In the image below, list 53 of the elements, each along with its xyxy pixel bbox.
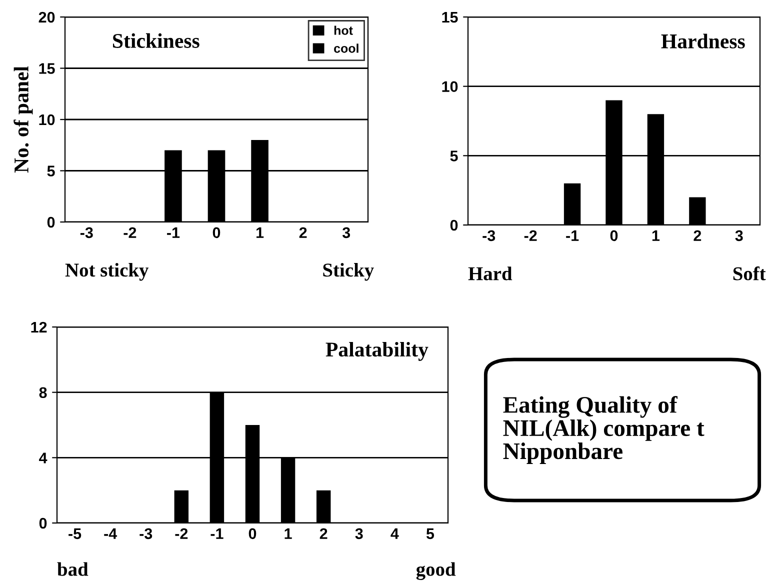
x-tick-label: -3 xyxy=(140,528,152,540)
x-tick-label: -2 xyxy=(124,227,136,238)
x-tick-label: 2 xyxy=(299,227,307,238)
text: Hardness xyxy=(661,34,745,48)
text: good xyxy=(416,562,456,580)
text: bad xyxy=(57,562,88,576)
text: Palatability xyxy=(326,342,428,361)
x-tick-label: 3 xyxy=(735,230,743,242)
x-tick-label: 0 xyxy=(610,230,618,242)
x-tick-label: -1 xyxy=(167,227,180,238)
y-tick-label: 20 xyxy=(38,12,55,23)
x-tick-label: 1 xyxy=(256,227,264,238)
x-tick-label: 2 xyxy=(694,230,702,241)
x-tick-label: 4 xyxy=(390,528,399,539)
text: Not sticky xyxy=(65,263,149,281)
x-tick-label: 5 xyxy=(426,528,434,540)
text: NIL(Alk) compare t xyxy=(503,420,704,441)
x-tick-label: -5 xyxy=(68,528,82,540)
y-tick-label: 0 xyxy=(47,216,55,228)
x-tick-label: 0 xyxy=(248,528,256,540)
legend-label: hot xyxy=(334,26,353,35)
x-tick-label: 0 xyxy=(212,227,220,238)
x-tick-label: -1 xyxy=(210,528,224,539)
x-tick-label: 3 xyxy=(355,528,363,540)
text: Nipponbare xyxy=(503,442,622,464)
x-tick-label: -3 xyxy=(482,230,496,242)
x-tick-label: -4 xyxy=(104,528,118,539)
text: Soft xyxy=(733,266,766,280)
x-tick-label: -1 xyxy=(566,230,579,241)
y-tick-label: 4 xyxy=(39,452,48,464)
x-tick-label: 1 xyxy=(284,528,292,539)
y-tick-label: 10 xyxy=(442,81,458,92)
y-axis-title: No. of panel xyxy=(14,66,33,173)
text: Hard xyxy=(468,266,512,280)
x-tick-label: -2 xyxy=(175,528,188,539)
text: Eating Quality of xyxy=(503,396,678,418)
y-tick-label: 12 xyxy=(31,322,47,333)
text: Sticky xyxy=(323,263,374,281)
x-tick-label: -3 xyxy=(80,227,93,238)
x-tick-label: 2 xyxy=(320,528,328,539)
y-tick-label: 15 xyxy=(442,12,458,23)
y-tick-label: 5 xyxy=(450,150,458,162)
x-tick-label: 1 xyxy=(652,230,660,241)
y-tick-label: 0 xyxy=(39,518,47,529)
legend-label: cool xyxy=(334,44,358,53)
y-tick-label: 5 xyxy=(47,166,55,176)
y-tick-label: 8 xyxy=(39,387,47,398)
text: Stickiness xyxy=(113,33,200,48)
y-tick-label: 10 xyxy=(39,114,55,126)
y-tick-label: 0 xyxy=(450,220,458,231)
y-tick-label: 15 xyxy=(39,63,55,74)
x-tick-label: 3 xyxy=(342,227,350,238)
x-tick-label: -2 xyxy=(524,230,537,241)
